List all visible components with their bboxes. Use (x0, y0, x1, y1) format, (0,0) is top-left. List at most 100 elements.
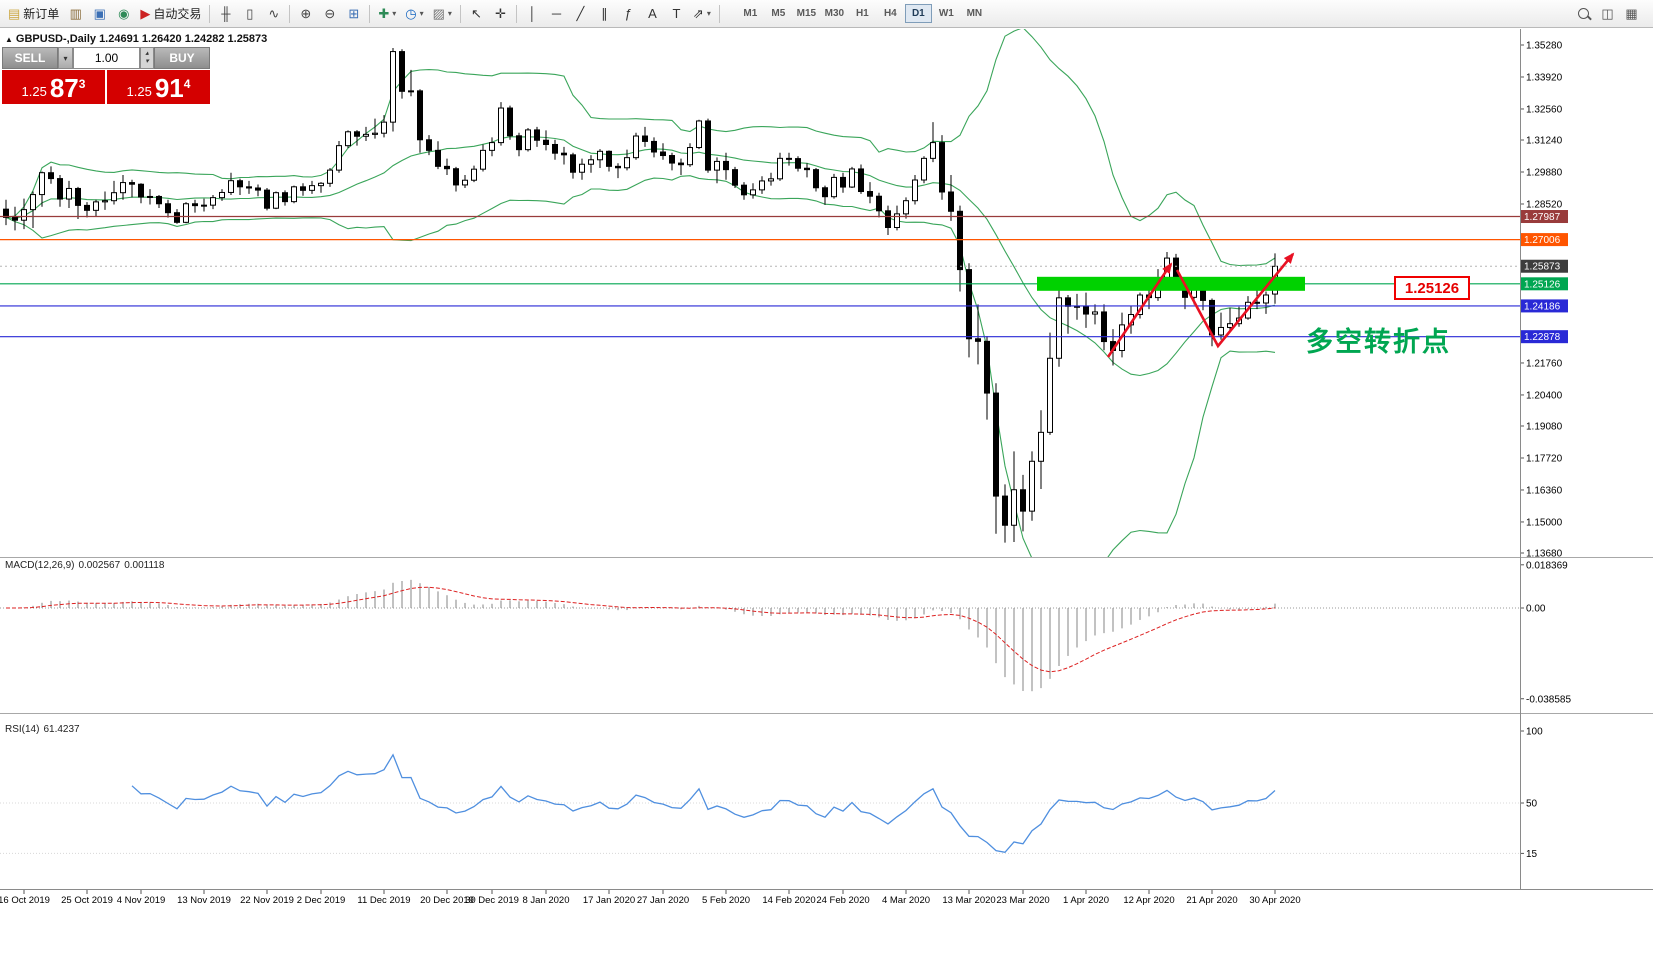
trend-arrow[interactable] (1106, 262, 1173, 358)
price-badge (1521, 277, 1568, 291)
trendline-button[interactable]: ╱ (569, 3, 592, 25)
symbol-title: GBPUSD-,Daily (15, 33, 96, 45)
auto-trading-button-label: 自动交易 (153, 7, 202, 21)
date-axis-label: 30 Dec 2019 (465, 895, 519, 906)
turning-point-annotation[interactable]: 多空转折点 (1306, 327, 1451, 357)
search-icon (1578, 8, 1589, 19)
rsi-axis-label: 100 (1526, 727, 1543, 738)
stepper-up-icon[interactable]: ▴ (145, 50, 149, 58)
toolbar-separator (369, 4, 371, 23)
price-badge (1521, 210, 1568, 224)
fibonacci-button[interactable]: ƒ (617, 3, 640, 25)
period-selector-icon: ◷ (405, 5, 417, 21)
tile-windows-button[interactable]: ⊞ (342, 3, 365, 25)
price-badge-label: 1.22878 (1524, 332, 1561, 343)
buy-price-big: 91 (154, 73, 184, 103)
search-button[interactable] (1572, 3, 1595, 25)
timeframe-h1-button[interactable]: H1 (849, 4, 876, 23)
help-button[interactable]: ◉ (112, 3, 135, 25)
line-chart-mode-button[interactable]: ∿ (262, 3, 285, 25)
candlestick-mode-icon: ▯ (246, 5, 254, 21)
new-order-button-label: 新订单 (23, 7, 60, 21)
date-axis-label: 12 Apr 2020 (1123, 895, 1174, 906)
price-badge (1521, 259, 1568, 273)
toolbar-separator (209, 4, 211, 23)
timeframe-m1-button[interactable]: M1 (737, 4, 764, 23)
buy-button[interactable]: BUY (154, 47, 210, 69)
date-axis-label: 21 Apr 2020 (1186, 895, 1237, 906)
sell-button[interactable]: SELL (2, 47, 58, 69)
bar-chart-mode-button[interactable]: ╫ (214, 3, 237, 25)
new-order-button[interactable]: ▤ 新订单 (4, 3, 63, 25)
help-icon: ◉ (118, 5, 130, 21)
cursor-button[interactable]: ↖ (465, 3, 488, 25)
support-zone-rectangle[interactable] (1037, 276, 1305, 291)
date-axis-label: 8 Jan 2020 (522, 895, 569, 906)
layout-button[interactable]: ▦ (1620, 3, 1643, 25)
trade-panel-price-row: 1.25 87 3 1.25 91 4 (2, 70, 210, 104)
vertical-line-button[interactable]: │ (521, 3, 544, 25)
macd-main-value: 0.002567 (78, 560, 121, 571)
text-label-button[interactable]: T (665, 3, 688, 25)
timeframe-d1-button[interactable]: D1 (904, 4, 932, 23)
price-axis: 1.35280 1.33920 1.32560 1.31240 1.29880 1.285… (1520, 41, 1571, 860)
volume-dropdown[interactable]: ▾ (58, 47, 73, 69)
channel-icon: ∥ (601, 5, 608, 21)
toolbar-separator (459, 4, 461, 23)
zoom-in-button[interactable]: ⊕ (294, 3, 317, 25)
date-axis-label: 25 Oct 2019 (61, 895, 113, 906)
toolbar-separator (515, 4, 517, 23)
caret-down-icon: ▾ (392, 9, 397, 18)
zoom-out-icon: ⊖ (324, 5, 336, 21)
period-selector-button[interactable]: ◷ ▾ (401, 3, 427, 25)
stepper-down-icon[interactable]: ▾ (145, 58, 149, 65)
buy-price[interactable]: 1.25 91 4 (107, 70, 210, 104)
timeframe-m5-button[interactable]: M5 (765, 4, 792, 23)
rsi-line (131, 753, 1276, 854)
caret-down-icon: ▾ (447, 9, 452, 18)
volume-stepper[interactable]: ▴ ▾ (140, 47, 154, 69)
data-window-button[interactable]: ◫ (1596, 3, 1619, 25)
candlesticks (3, 48, 1278, 543)
rsi-legend: RSI(14) 61.4237 (5, 724, 84, 735)
template-button[interactable]: ▨ ▾ (429, 3, 456, 25)
price-tag-label[interactable]: 1.25126 (1394, 276, 1470, 300)
arrows-object-button[interactable]: ⇗ ▾ (689, 3, 715, 25)
candlestick-mode-button[interactable]: ▯ (238, 3, 261, 25)
auto-trading-button[interactable]: ▶ 自动交易 (136, 3, 205, 25)
price-axis-label: 1.31240 (1526, 136, 1563, 147)
horizontal-line-button[interactable]: ─ (545, 3, 568, 25)
price-axis-label: 1.21760 (1526, 358, 1563, 369)
text-button[interactable]: A (641, 3, 664, 25)
timeframe-mn-button[interactable]: MN (961, 4, 988, 23)
date-axis-label: 4 Nov 2019 (117, 895, 166, 906)
channel-button[interactable]: ∥ (593, 3, 616, 25)
new-order-icon: ▤ (8, 5, 21, 21)
symbol-marker-icon: ▲ (5, 35, 13, 44)
timeframe-m30-button[interactable]: M30 (821, 4, 848, 23)
bollinger-bands (5, 29, 1276, 557)
terminal-icon: ▣ (93, 5, 106, 21)
date-axis-label: 13 Mar 2020 (942, 895, 995, 906)
date-axis-label: 30 Apr 2020 (1249, 895, 1300, 906)
zoom-out-button[interactable]: ⊖ (318, 3, 341, 25)
terminal-button[interactable]: ▣ (88, 3, 111, 25)
trend-arrow[interactable] (1175, 252, 1295, 349)
sell-price[interactable]: 1.25 87 3 (2, 70, 105, 104)
crosshair-button[interactable]: ✛ (489, 3, 512, 25)
new-chart-button[interactable]: ✚ ▾ (374, 3, 400, 25)
new-chart-icon: ✚ (378, 5, 390, 21)
price-badge-label: 1.25873 (1524, 262, 1561, 273)
timeframe-w1-button[interactable]: W1 (933, 4, 960, 23)
bar-chart-mode-icon: ╫ (221, 6, 231, 21)
timeframe-m15-button[interactable]: M15 (793, 4, 820, 23)
charts-grid-button[interactable]: ▥ (64, 3, 87, 25)
macd-signal-line (6, 586, 1276, 673)
trendline-icon: ╱ (576, 5, 585, 21)
timeframe-h4-button[interactable]: H4 (877, 4, 904, 23)
price-axis-label: 1.29880 (1526, 167, 1563, 178)
volume-input[interactable] (73, 47, 140, 69)
rsi-value: 61.4237 (43, 724, 80, 735)
price-axis-label: 1.16360 (1526, 485, 1563, 496)
